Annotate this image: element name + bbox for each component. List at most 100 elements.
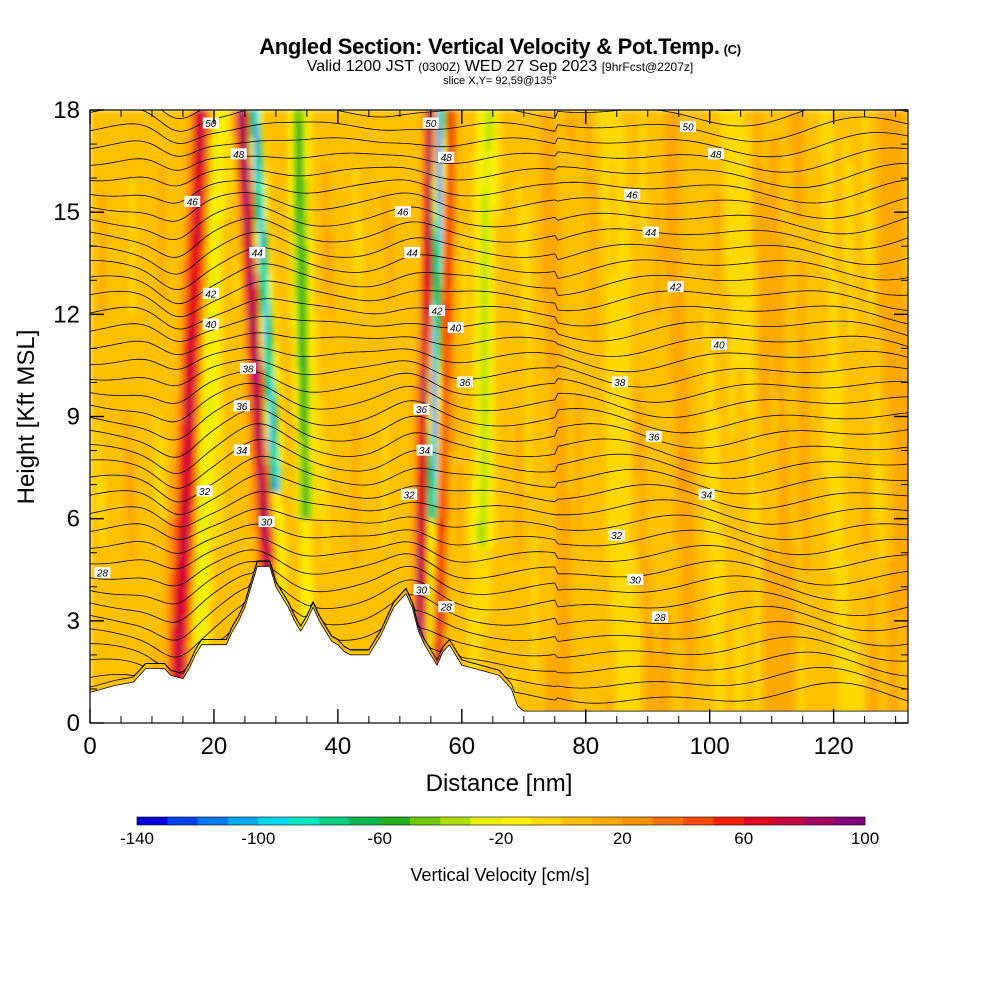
contour-label-bg [680,121,696,132]
contour-label: 30 [261,518,273,529]
subtitle-date: WED 27 Sep 2023 [464,58,598,75]
colorbar-swatch [592,817,623,825]
contour-label: 46 [397,208,409,219]
colorbar-swatch [774,817,805,825]
contour-label: 44 [252,249,264,260]
colorbar-swatch [258,817,289,825]
colorbar-swatch [319,817,350,825]
subtitle-valid: Valid 1200 JST [306,58,414,75]
colorbar-swatch [713,817,744,825]
contour-label-bg [611,376,628,388]
x-tick-label: 20 [201,733,228,760]
title-tag: (C) [723,42,741,57]
contour-label-bg [249,247,266,258]
contour-label: 32 [199,487,211,498]
contour-label-bg [404,247,421,258]
y-tick-label: 3 [67,608,80,635]
theta-contours [90,110,908,704]
colorbar-tick-label: 60 [734,829,753,848]
colorbar-swatch [167,817,198,825]
colorbar-swatch [440,817,471,825]
contour-label: 48 [441,153,453,164]
contour-label: 34 [419,446,431,457]
contour-label: 38 [614,378,626,389]
contour-label: 36 [648,432,660,443]
y-axis-title: Height [Kft MSL] [13,330,40,505]
colorbar-swatch [349,817,380,825]
contour-label: 46 [627,191,639,202]
x-axis-title: Distance [nm] [426,770,573,797]
contour-label-bg [401,488,418,500]
contour-label-bg [667,281,684,293]
x-tick-label: 120 [814,733,854,760]
contour-label: 28 [440,603,453,614]
y-tick-label: 0 [67,710,80,737]
colorbar-tick-label: -100 [241,829,275,848]
y-tick-label: 9 [67,404,80,431]
contour-labels: 28 32 34 36 38 40 42 44 46 48 50 30 30 28 32 34 36 36 40 42… [94,117,727,624]
chart-header: Angled Section: Vertical Velocity & Pot.… [0,36,1000,87]
contour-label-bg [233,400,250,412]
colorbar-swatch [410,817,441,825]
contour-label-bg [413,584,430,596]
contour-label-bg [394,206,411,218]
contour-label-bg [230,148,247,160]
colorbar-tick-label: -20 [489,829,514,848]
contour-label-bg [202,287,219,299]
x-tick-label: 60 [448,733,475,760]
contour-label: 50 [682,123,694,134]
contour-label: 36 [416,405,428,416]
contour-label: 30 [630,576,642,587]
chart-subtitle: Valid 1200 JST (0300Z) WED 27 Sep 2023 [… [0,59,1000,75]
colorbar-swatch [197,817,229,825]
contour-label: 50 [205,119,217,130]
y-tick-label: 18 [53,97,80,124]
colorbar-tick-label: 20 [613,829,632,848]
colorbar-swatch [834,817,866,825]
contour-label: 40 [713,341,725,352]
contour-label-bg [624,189,641,201]
colorbar-frame [136,816,866,826]
subtitle-forecast: [9hrFcst@2207z] [601,60,694,74]
contour-label: 40 [450,324,462,335]
contour-label: 34 [701,490,713,501]
colorbar-swatch [622,817,653,825]
colorbar-swatch [288,817,320,825]
colorbar-swatch [561,817,593,825]
contour-label: 36 [459,378,471,389]
contour-label: 40 [205,320,217,331]
contour-label-bg [413,403,430,415]
colorbar-swatch [470,817,502,825]
contour-label-bg [202,318,219,330]
chart-title: Angled Section: Vertical Velocity & Pot.… [259,34,741,59]
contour-label-bg [422,117,439,129]
contour-label-bg [202,117,219,129]
contour-label-bg [608,529,625,541]
colorbar: -140 -100 -60 -20 20 60 100 [120,816,879,848]
x-tick-label: 0 [83,733,96,760]
contour-label: 44 [645,228,657,239]
colorbar-swatch [683,817,714,825]
contour-label-bg [258,516,275,528]
contour-label: 36 [236,402,248,413]
velocity-field [90,110,908,723]
contour-label: 28 [96,569,109,580]
contour-label-bg [438,151,455,163]
contour-label: 28 [654,613,667,624]
contour-label-bg [447,322,464,333]
contour-label: 42 [431,306,443,317]
colorbar-swatch [804,817,835,825]
contour-label: 50 [425,119,437,130]
colorbar-swatch [137,817,168,825]
contour-label: 44 [407,249,419,260]
contour-label: 30 [416,586,428,597]
contour-label: 42 [670,283,682,294]
slice-label: slice X,Y= 92,59@135° [443,75,557,87]
contour-label-bg [429,304,445,316]
x-tick-label: 80 [572,733,599,760]
contour-label: 42 [205,289,217,300]
contour-label-bg [645,430,662,442]
colorbar-swatch [379,817,411,825]
